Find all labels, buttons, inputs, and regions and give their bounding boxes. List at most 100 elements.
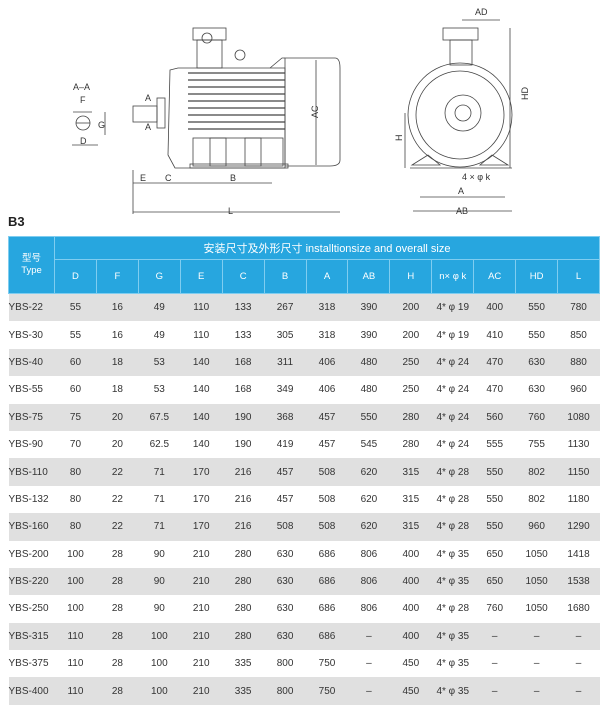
value-cell: 110 <box>193 329 210 341</box>
value-cell: 90 <box>153 548 165 560</box>
value-cell: 1150 <box>557 458 600 486</box>
value-cell: 170 <box>192 493 210 505</box>
value-cell: 470 <box>473 348 516 377</box>
svg-text:AC: AC <box>310 105 320 118</box>
motor-dimension-drawing: A–A F G D A A E C B L AC AD HD H 4 × φ k… <box>72 7 530 216</box>
front-view <box>404 19 513 212</box>
svg-text:G: G <box>98 120 105 130</box>
value-cell: 28 <box>96 622 139 651</box>
table-row: YBS-55 60 18 53 140 168 349 406 480 250 4* φ 24 470… <box>9 376 600 403</box>
section-label: B3 <box>8 214 25 229</box>
column-header-a: A <box>305 259 349 294</box>
value-cell: 100 <box>138 677 181 705</box>
value-cell: 22 <box>111 493 123 505</box>
svg-text:AD: AD <box>475 7 488 17</box>
value-cell: 311 <box>264 348 307 377</box>
value-cell: 53 <box>138 348 181 377</box>
value-cell: 210 <box>192 603 210 615</box>
value-cell: – <box>533 658 540 670</box>
value-cell: 22 <box>96 458 139 486</box>
value-cell: 1290 <box>557 513 600 541</box>
value-cell: 630 <box>528 384 545 396</box>
value-cell: 267 <box>264 293 307 322</box>
value-cell: 750 <box>318 658 336 670</box>
value-cell: 140 <box>180 348 223 377</box>
value-cell: 4* φ 35 <box>436 548 470 560</box>
value-cell: – <box>366 658 372 670</box>
value-cell: 630 <box>276 603 294 615</box>
value-cell: – <box>575 658 582 670</box>
value-cell: 315 <box>389 513 432 541</box>
value-cell: 4* φ 19 <box>431 293 474 322</box>
value-cell: 335 <box>222 677 265 705</box>
type-cell: YBS-160 <box>8 513 55 541</box>
table-row: YBS-200 100 28 90 210 280 630 686 806 400 4* φ 35 6… <box>9 541 600 568</box>
value-cell: – <box>515 677 558 705</box>
table-row: YBS-400 110 28 100 210 335 800 750–450 4* φ 35– –… <box>8 677 600 705</box>
column-header-hd: HD <box>515 259 559 294</box>
value-cell: 168 <box>234 384 252 396</box>
value-cell: 4* φ 28 <box>436 493 470 505</box>
value-cell: 190 <box>222 403 265 431</box>
type-header-en: Type <box>21 265 42 276</box>
value-cell: 110 <box>54 677 97 705</box>
value-cell: 4* φ 35 <box>431 622 474 651</box>
value-cell: – <box>557 677 600 705</box>
value-cell: 168 <box>222 348 265 377</box>
svg-text:HD: HD <box>520 87 530 100</box>
svg-text:D: D <box>80 136 87 146</box>
group-header: 安装尺寸及外形尺寸 installtionsize and overall si… <box>54 236 600 260</box>
value-cell: 806 <box>347 567 390 596</box>
value-cell: 349 <box>276 384 294 396</box>
value-cell: 100 <box>138 622 181 651</box>
value-cell: 4* φ 35 <box>431 677 474 705</box>
value-cell: 550 <box>347 403 390 431</box>
svg-text:E: E <box>140 173 146 183</box>
value-cell: 280 <box>222 567 265 596</box>
value-cell: 1050 <box>525 548 548 560</box>
value-cell: 49 <box>153 329 165 341</box>
value-cell: 1080 <box>557 403 600 431</box>
value-cell: 133 <box>234 329 252 341</box>
value-cell: 100 <box>54 567 97 596</box>
value-cell: – <box>473 677 516 705</box>
value-cell: 210 <box>180 677 223 705</box>
svg-text:C: C <box>165 173 172 183</box>
value-cell: – <box>347 677 390 705</box>
value-cell: 508 <box>264 513 307 541</box>
value-cell: 335 <box>234 658 252 670</box>
value-cell: 550 <box>473 458 516 486</box>
value-cell: 4* φ 24 <box>431 403 474 431</box>
value-cell: 780 <box>557 293 600 322</box>
table-row: YBS-110 80 22 71 170 216 457 508 620 315 4* φ 28 55… <box>8 458 600 486</box>
value-cell: 280 <box>222 622 265 651</box>
type-header-cn: 型号 <box>21 253 41 264</box>
type-cell: YBS-132 <box>8 493 49 505</box>
value-cell: 400 <box>402 603 420 615</box>
value-cell: 28 <box>111 603 123 615</box>
value-cell: 140 <box>192 384 210 396</box>
value-cell: 16 <box>96 293 139 322</box>
type-cell: YBS-220 <box>8 567 55 596</box>
value-cell: 686 <box>318 548 336 560</box>
value-cell: 71 <box>138 513 181 541</box>
value-cell: 28 <box>111 548 123 560</box>
value-cell: 170 <box>180 458 223 486</box>
value-cell: 100 <box>67 603 84 615</box>
value-cell: 110 <box>180 293 223 322</box>
value-cell: 620 <box>347 513 390 541</box>
value-cell: 406 <box>306 348 348 377</box>
column-header-d: D <box>54 259 97 294</box>
value-cell: 250 <box>389 348 432 377</box>
value-cell: 90 <box>153 603 165 615</box>
svg-text:B: B <box>230 173 236 183</box>
value-cell: 210 <box>192 658 210 670</box>
value-cell: 620 <box>360 493 378 505</box>
value-cell: 508 <box>306 458 348 486</box>
value-cell: 368 <box>264 403 307 431</box>
value-cell: 4* φ 24 <box>436 384 470 396</box>
value-cell: 760 <box>515 403 558 431</box>
column-header-l: L <box>557 259 600 294</box>
value-cell: 170 <box>180 513 223 541</box>
column-header-h: H <box>389 259 433 294</box>
